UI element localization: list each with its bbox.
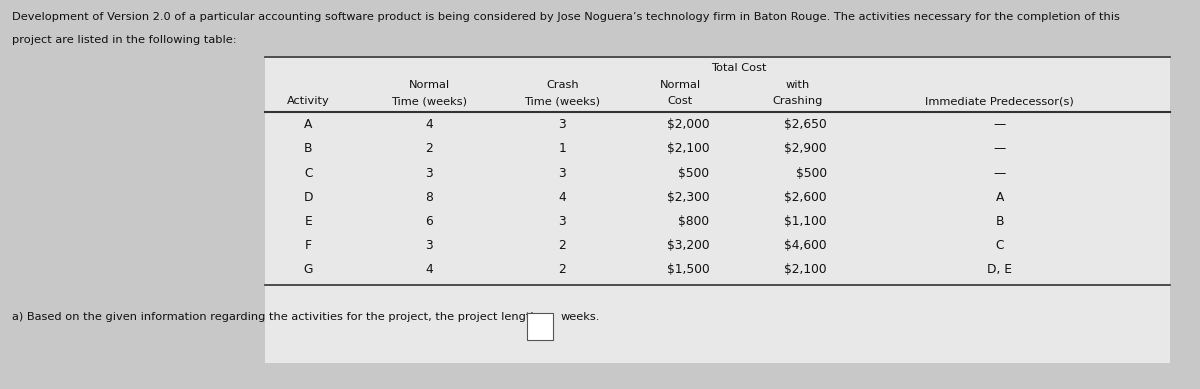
Text: D, E: D, E bbox=[988, 263, 1013, 276]
Text: Normal: Normal bbox=[409, 80, 450, 90]
Text: 3: 3 bbox=[558, 118, 566, 131]
Text: 8: 8 bbox=[426, 191, 433, 204]
Text: B: B bbox=[996, 215, 1004, 228]
FancyBboxPatch shape bbox=[527, 314, 553, 340]
Text: G: G bbox=[304, 263, 313, 276]
Text: 2: 2 bbox=[558, 239, 566, 252]
Text: $2,100: $2,100 bbox=[785, 263, 827, 276]
Text: D: D bbox=[304, 191, 313, 204]
Text: 3: 3 bbox=[558, 215, 566, 228]
Text: B: B bbox=[304, 142, 313, 156]
Text: 2: 2 bbox=[426, 142, 433, 156]
Text: Crashing: Crashing bbox=[773, 96, 823, 106]
Text: project are listed in the following table:: project are listed in the following tabl… bbox=[12, 35, 236, 46]
Text: C: C bbox=[304, 166, 313, 180]
Text: F: F bbox=[305, 239, 312, 252]
Text: Normal: Normal bbox=[660, 80, 701, 90]
Text: $1,500: $1,500 bbox=[667, 263, 709, 276]
Text: 1: 1 bbox=[558, 142, 566, 156]
Text: $3,200: $3,200 bbox=[667, 239, 709, 252]
Text: —: — bbox=[994, 166, 1006, 180]
Text: with: with bbox=[786, 80, 810, 90]
Text: 3: 3 bbox=[558, 166, 566, 180]
Text: 4: 4 bbox=[426, 118, 433, 131]
Text: Total Cost: Total Cost bbox=[712, 63, 767, 74]
Text: Development of Version 2.0 of a particular accounting software product is being : Development of Version 2.0 of a particul… bbox=[12, 12, 1120, 22]
Text: —: — bbox=[994, 142, 1006, 156]
Text: $500: $500 bbox=[678, 166, 709, 180]
Text: $2,900: $2,900 bbox=[785, 142, 827, 156]
Text: $2,650: $2,650 bbox=[785, 118, 827, 131]
Text: $4,600: $4,600 bbox=[785, 239, 827, 252]
Text: 4: 4 bbox=[426, 263, 433, 276]
Text: 6: 6 bbox=[426, 215, 433, 228]
Text: Immediate Predecessor(s): Immediate Predecessor(s) bbox=[925, 96, 1074, 106]
Text: weeks.: weeks. bbox=[560, 312, 599, 322]
Text: A: A bbox=[996, 191, 1004, 204]
Text: $2,600: $2,600 bbox=[785, 191, 827, 204]
Text: 2: 2 bbox=[558, 263, 566, 276]
Text: —: — bbox=[994, 118, 1006, 131]
Text: Activity: Activity bbox=[287, 96, 330, 106]
Text: 3: 3 bbox=[426, 166, 433, 180]
Text: A: A bbox=[304, 118, 312, 131]
Text: Time (weeks): Time (weeks) bbox=[391, 96, 468, 106]
Text: 3: 3 bbox=[426, 239, 433, 252]
Text: C: C bbox=[996, 239, 1004, 252]
Text: $2,300: $2,300 bbox=[667, 191, 709, 204]
Text: 4: 4 bbox=[558, 191, 566, 204]
Text: Time (weeks): Time (weeks) bbox=[524, 96, 600, 106]
Text: E: E bbox=[305, 215, 312, 228]
FancyBboxPatch shape bbox=[265, 56, 1170, 363]
Text: $2,100: $2,100 bbox=[667, 142, 709, 156]
Text: a) Based on the given information regarding the activities for the project, the : a) Based on the given information regard… bbox=[12, 312, 551, 322]
Text: $1,100: $1,100 bbox=[785, 215, 827, 228]
Text: $2,000: $2,000 bbox=[667, 118, 709, 131]
Text: Crash: Crash bbox=[546, 80, 578, 90]
Text: $800: $800 bbox=[678, 215, 709, 228]
Text: Cost: Cost bbox=[667, 96, 692, 106]
Text: $500: $500 bbox=[796, 166, 827, 180]
